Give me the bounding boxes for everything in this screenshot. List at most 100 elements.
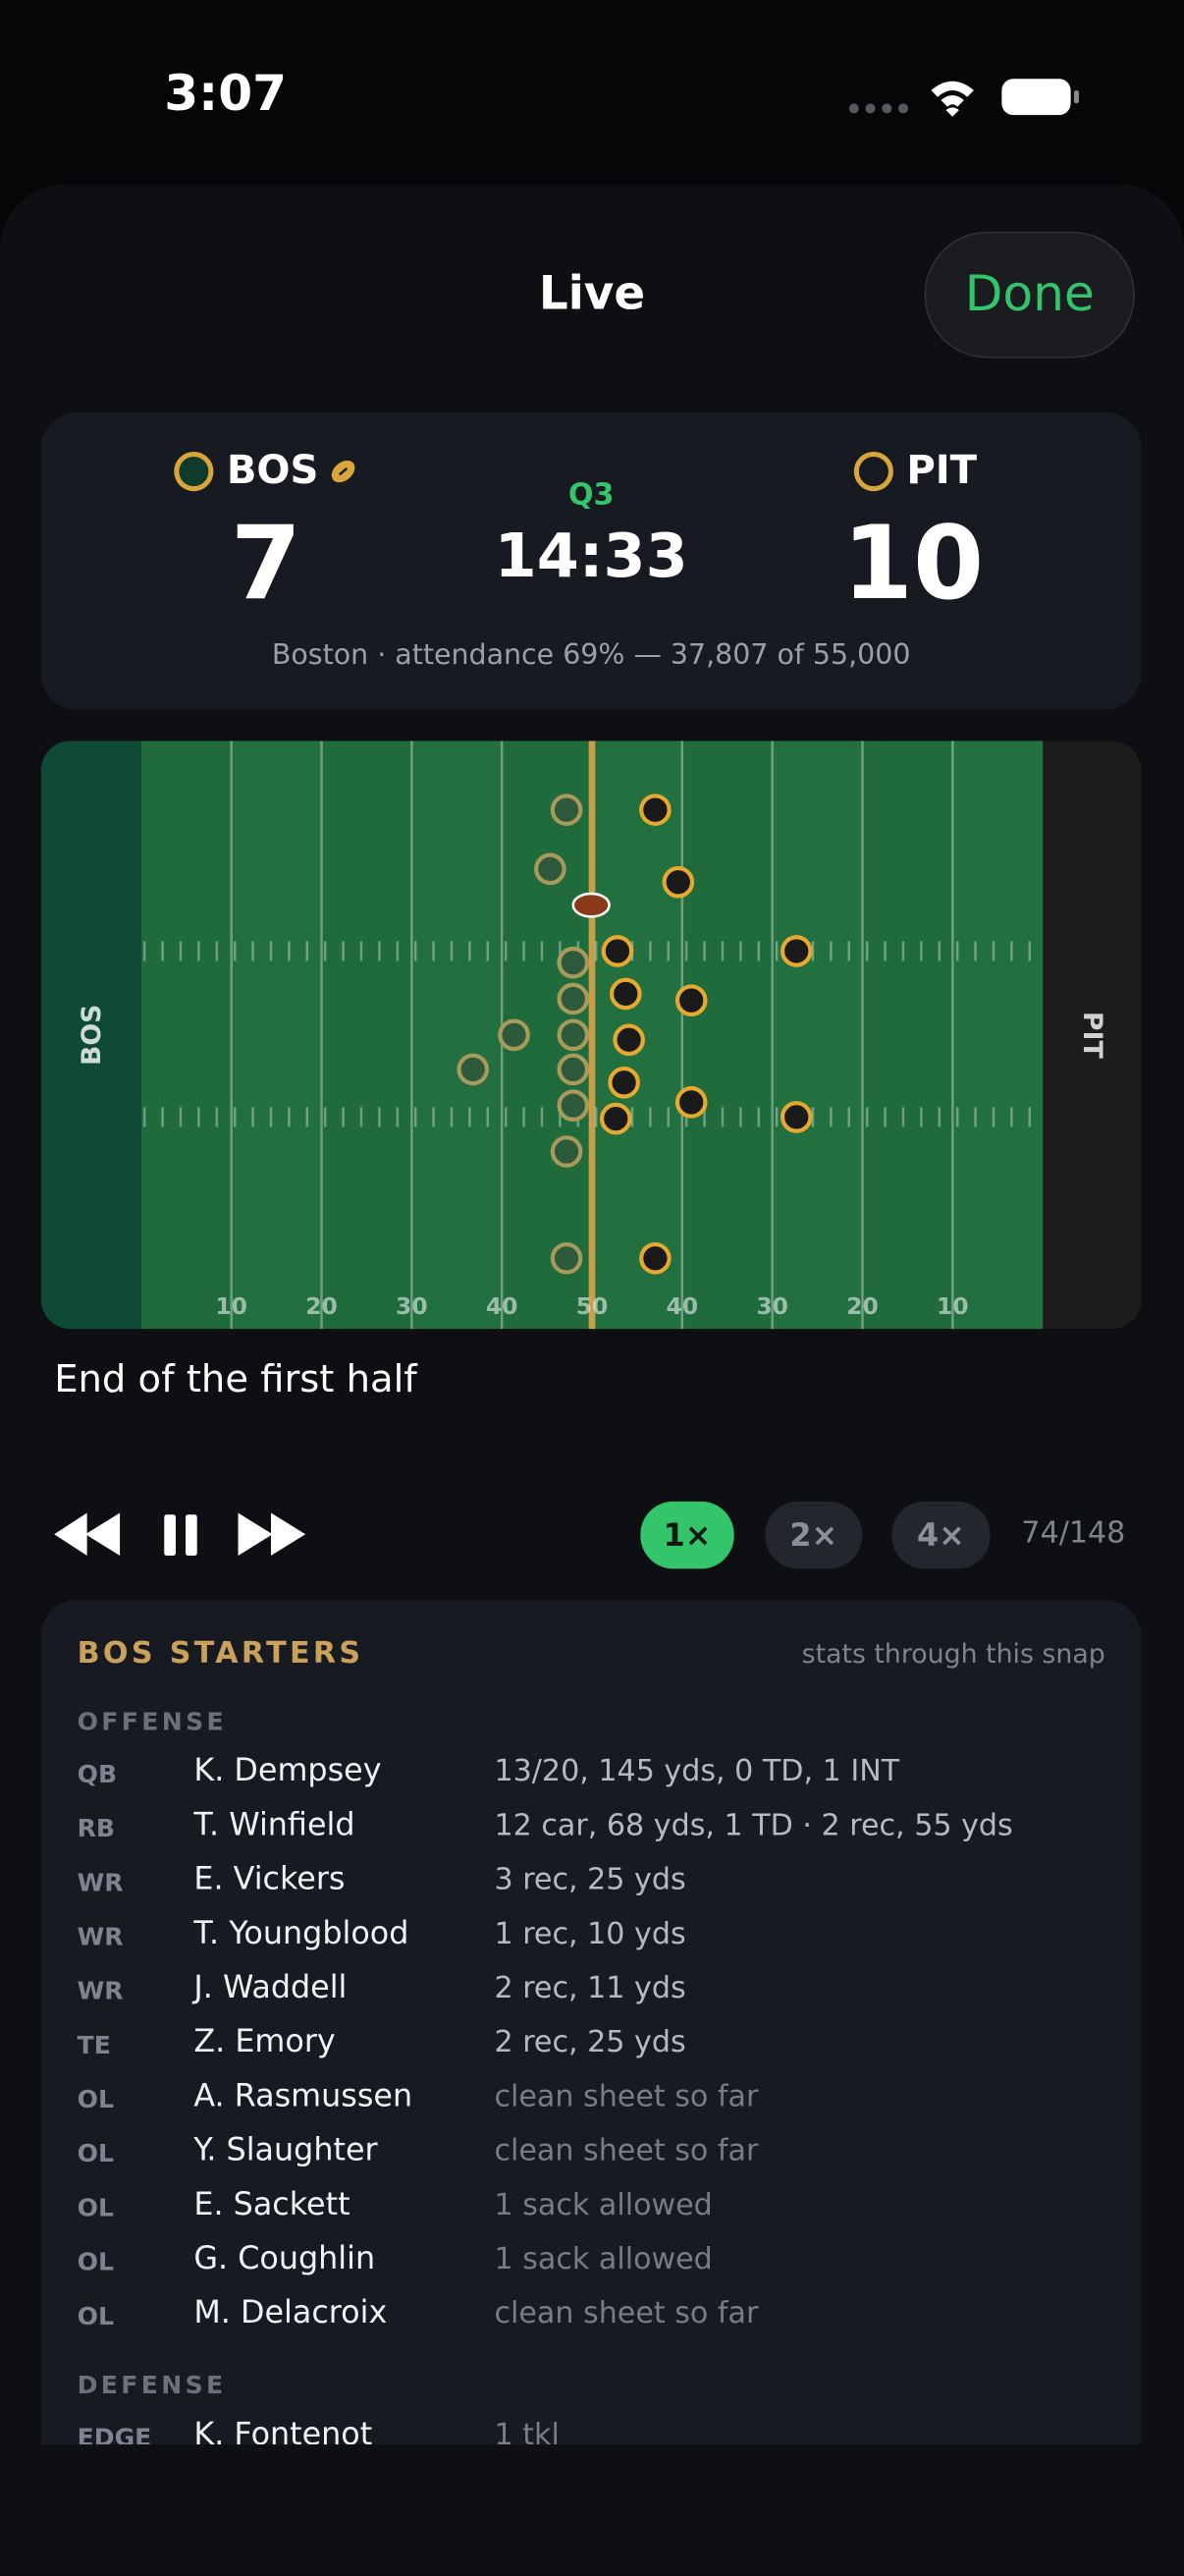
done-button[interactable]: Done [924, 231, 1135, 358]
left-endzone [40, 740, 143, 1330]
status-icons [848, 79, 1079, 117]
player-name: T. Winfield [193, 1806, 355, 1843]
right-endzone [1043, 740, 1142, 1330]
transport-controls [54, 1512, 306, 1557]
away-player [780, 1101, 813, 1133]
group-label: OFFENSE [77, 1706, 228, 1737]
away-player [599, 1102, 632, 1135]
yard-number: 20 [846, 1292, 879, 1320]
player-name: K. Dempsey [193, 1752, 382, 1789]
left-endzone-label: BOS [77, 1005, 107, 1066]
player-stat: 1 rec, 10 yds [494, 1917, 686, 1952]
home-player [550, 1135, 583, 1168]
away-abbr: PIT [906, 446, 978, 493]
position: OL [77, 2084, 114, 2114]
away-player [639, 1241, 672, 1275]
away-player [639, 794, 672, 826]
away-player [780, 935, 813, 967]
home-player [457, 1053, 490, 1086]
away-player [601, 935, 634, 967]
yard-number: 20 [305, 1292, 338, 1320]
position: OL [77, 2193, 114, 2223]
clock: 14:33 [494, 521, 688, 592]
attendance: Boston · attendance 69% — 37,807 of 55,0… [271, 638, 911, 673]
speed-button[interactable]: 4× [891, 1501, 991, 1569]
position: QB [77, 1759, 118, 1789]
position: OL [77, 2301, 114, 2331]
roster-card: BOS STARTERS stats through this snap OFF… [40, 1600, 1142, 2444]
yard-number: 50 [576, 1292, 609, 1320]
away-player [609, 977, 642, 1011]
player-name: G. Coughlin [193, 2240, 376, 2277]
roster-title: BOS STARTERS [77, 1635, 364, 1672]
player-stat: 2 rec, 25 yds [494, 2025, 686, 2060]
quarter: Q3 [567, 477, 615, 513]
field-stripe [411, 740, 503, 1330]
away-player [674, 1086, 708, 1119]
rewind-button[interactable] [54, 1512, 121, 1557]
player-name: Z. Emory [193, 2023, 336, 2060]
field-stripe [952, 740, 1044, 1330]
home-abbr: BOS [226, 446, 319, 493]
position: OL [77, 2247, 114, 2277]
player-stat: 1 sack allowed [494, 2242, 713, 2277]
pause-button[interactable] [164, 1514, 197, 1557]
position: RB [77, 1813, 116, 1843]
player-stat: clean sheet so far [494, 2079, 759, 2114]
away-player [613, 1023, 645, 1057]
yard-number: 30 [756, 1292, 788, 1320]
player-stat: 3 rec, 25 yds [494, 1862, 686, 1897]
forward-button[interactable] [238, 1512, 306, 1557]
player-name: M. Delacroix [193, 2294, 388, 2331]
yard-number: 10 [937, 1292, 969, 1320]
player-stat: 13/20, 145 yds, 0 TD, 1 INT [494, 1754, 900, 1789]
player-name: Y. Slaughter [193, 2132, 378, 2168]
status-time: 3:07 [164, 65, 288, 124]
home-player [557, 1089, 590, 1123]
yard-number: 40 [486, 1292, 518, 1320]
caption: End of the first half [54, 1358, 417, 1401]
roster-note: stats through this snap [801, 1637, 1105, 1670]
yard-number: 40 [667, 1292, 699, 1320]
home-player [534, 852, 566, 886]
home-score: 7 [230, 502, 302, 623]
yard-number: 30 [396, 1292, 428, 1320]
player-stat: 1 sack allowed [494, 2188, 713, 2223]
position: WR [77, 1976, 124, 2006]
away-player [662, 865, 695, 899]
progress: 74/148 [1021, 1515, 1126, 1552]
home-player [550, 1241, 583, 1275]
football [571, 892, 611, 918]
player-name: A. Rasmussen [193, 2077, 413, 2114]
score-icons [174, 451, 893, 492]
group-label: DEFENSE [77, 2370, 227, 2400]
position: WR [77, 1867, 124, 1897]
header-title: Live [538, 265, 646, 321]
field-stripe [772, 740, 863, 1330]
speed-button[interactable]: 2× [765, 1501, 863, 1569]
home-player [557, 1018, 590, 1052]
home-player [498, 1018, 530, 1052]
home-player [550, 794, 583, 826]
player-stat: clean sheet so far [494, 2296, 759, 2331]
player-name: T. Youngblood [193, 1915, 409, 1952]
player-name: E. Sackett [193, 2186, 350, 2223]
player-stat: 1 tkl [494, 2418, 560, 2444]
player-name: E. Vickers [193, 1861, 346, 1897]
right-endzone-label: PIT [1077, 1012, 1107, 1060]
player-name: K. Fontenot [193, 2416, 373, 2444]
field-stripe [231, 740, 322, 1330]
scoreboard [40, 411, 1142, 710]
home-player [557, 982, 590, 1015]
position: WR [77, 1922, 124, 1952]
home-player [557, 1053, 590, 1086]
player-stat: 2 rec, 11 yds [494, 1971, 686, 2006]
field: 10 20 30 40 50 40 30 20 10 BOS PIT [40, 740, 1142, 1330]
yard-number: 10 [215, 1292, 247, 1320]
away-score: 10 [841, 502, 985, 623]
home-player [557, 946, 590, 979]
speed-button[interactable]: 1× [640, 1501, 734, 1569]
position: EDGE [77, 2423, 152, 2444]
